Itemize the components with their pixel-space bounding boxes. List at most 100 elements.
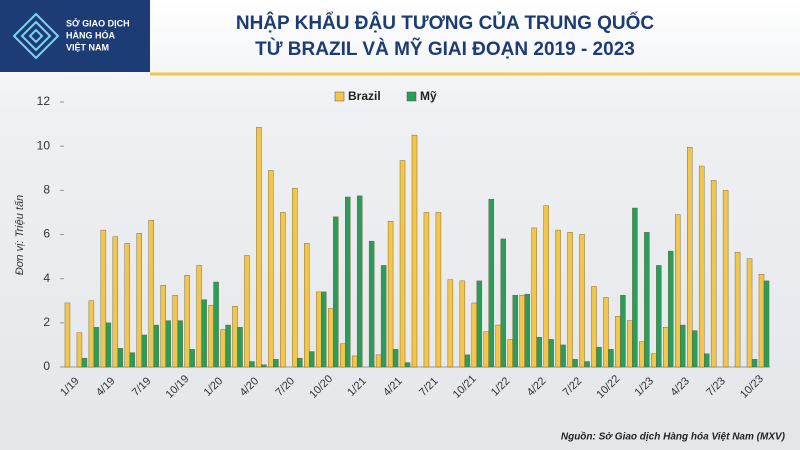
bar [603, 297, 609, 368]
bar [93, 327, 100, 368]
bar [500, 238, 506, 368]
bar [488, 198, 495, 368]
bar [304, 243, 310, 368]
bar [261, 364, 267, 368]
bar [339, 343, 346, 368]
logo-icon [12, 12, 60, 60]
chart-title: NHẬP KHẨU ĐẬU TƯƠNG CỦA TRUNG QUỐC [236, 12, 655, 34]
bar [746, 258, 753, 368]
bar [627, 320, 633, 368]
bar [710, 180, 717, 368]
bar [531, 227, 537, 368]
logo-text: SỞ GIAO DỊCH [66, 17, 130, 28]
bar [411, 134, 418, 368]
bar [196, 265, 202, 368]
bar [76, 332, 83, 368]
bar [447, 279, 454, 368]
y-tick-label: 6 [43, 227, 50, 241]
bar [117, 348, 124, 368]
bar [375, 354, 382, 368]
bar [184, 275, 190, 368]
bar [572, 359, 578, 368]
y-tick-label: 0 [43, 359, 50, 373]
bar [644, 232, 650, 368]
bar [208, 304, 214, 368]
bar [512, 295, 518, 368]
bar [596, 346, 602, 368]
bar [567, 232, 573, 368]
bar [404, 362, 411, 368]
y-axis-label: Đơn vị: Triệu tấn [14, 195, 26, 275]
bar [368, 240, 375, 368]
legend-label: Mỹ [420, 89, 437, 103]
bar [237, 327, 243, 368]
bar [100, 229, 107, 368]
bar [698, 165, 705, 368]
bar [141, 334, 148, 368]
bar [543, 205, 549, 368]
bar [345, 196, 351, 368]
bar [608, 349, 614, 368]
bar [136, 233, 142, 368]
y-tick-label: 10 [37, 138, 51, 152]
logo-text: VIỆT NAM [66, 41, 109, 52]
bar [387, 221, 394, 368]
bar [333, 216, 339, 368]
bar [423, 212, 430, 368]
bar [751, 359, 758, 368]
bar [88, 300, 95, 368]
bar [129, 352, 136, 368]
bar [153, 324, 159, 368]
bar [292, 187, 298, 368]
legend-label: Brazil [348, 89, 381, 103]
bar [273, 359, 279, 368]
bar [536, 336, 542, 368]
bar [380, 265, 387, 368]
bar [316, 291, 322, 368]
bar [435, 212, 442, 368]
bar [548, 339, 554, 368]
y-tick-label: 4 [43, 271, 50, 285]
bar [81, 357, 88, 368]
bar [249, 361, 255, 368]
bar [268, 170, 274, 368]
bar [189, 349, 195, 368]
bar [464, 354, 471, 368]
bar [620, 295, 626, 368]
bar [165, 320, 171, 368]
bar [703, 353, 710, 368]
bar [148, 219, 154, 368]
bar [220, 329, 226, 368]
bar [483, 331, 489, 368]
bar [651, 353, 657, 368]
bar [591, 286, 597, 368]
bar [112, 236, 119, 368]
bar [399, 160, 406, 368]
bar [309, 351, 315, 368]
bar [656, 265, 662, 368]
bar [639, 341, 645, 368]
bar [615, 316, 621, 368]
bar [668, 250, 674, 368]
bar [280, 212, 286, 368]
bar [244, 255, 250, 368]
source: Nguồn: Sở Giao dịch Hàng hóa Việt Nam (M… [561, 431, 786, 443]
bar [321, 291, 327, 368]
bar [172, 295, 178, 368]
bar [763, 280, 770, 368]
legend-swatch [334, 91, 345, 102]
bar [632, 207, 638, 368]
bar [692, 330, 698, 368]
bar [663, 327, 669, 368]
bar [686, 147, 693, 368]
bar [507, 339, 513, 368]
y-tick-label: 12 [37, 94, 51, 108]
bar [201, 299, 207, 368]
y-tick-label: 2 [43, 315, 50, 329]
bar [297, 357, 303, 368]
bar [177, 320, 183, 368]
bar [584, 361, 590, 368]
bar [495, 324, 501, 368]
legend-swatch [406, 91, 417, 102]
bar [734, 251, 741, 368]
